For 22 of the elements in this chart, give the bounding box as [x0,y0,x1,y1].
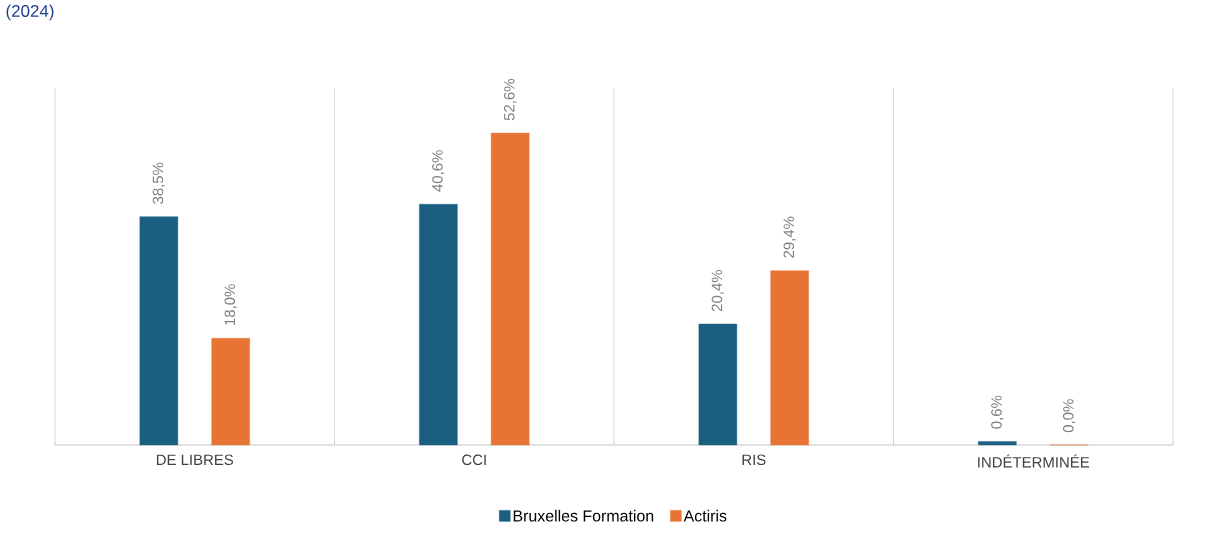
x-tick-label: INDÉTERMINÉE [978,454,1090,468]
bar [698,323,738,446]
bar [419,204,458,446]
data-label: 38,5% [152,162,166,204]
x-tick-label: DE LIBRES [156,454,234,466]
legend-label: Bruxelles Formation [513,509,654,522]
bar [490,132,530,446]
data-label: 40,6% [432,150,445,192]
data-label: 20,4% [711,269,725,312]
bar [770,270,809,446]
data-label: 52,6% [504,79,517,121]
chart-title: (2024) [6,4,54,21]
x-tick-label: RIS [742,454,766,466]
data-label: 0,0% [1063,399,1076,433]
x-tick-label: CCI [462,454,486,466]
data-label: 29,4% [783,216,796,258]
bar [978,441,1017,446]
bar [211,338,250,446]
legend-label: Actiris [683,509,727,522]
data-label: 18,0% [224,284,237,325]
data-label: 0,6% [991,395,1004,429]
bar [139,216,179,446]
